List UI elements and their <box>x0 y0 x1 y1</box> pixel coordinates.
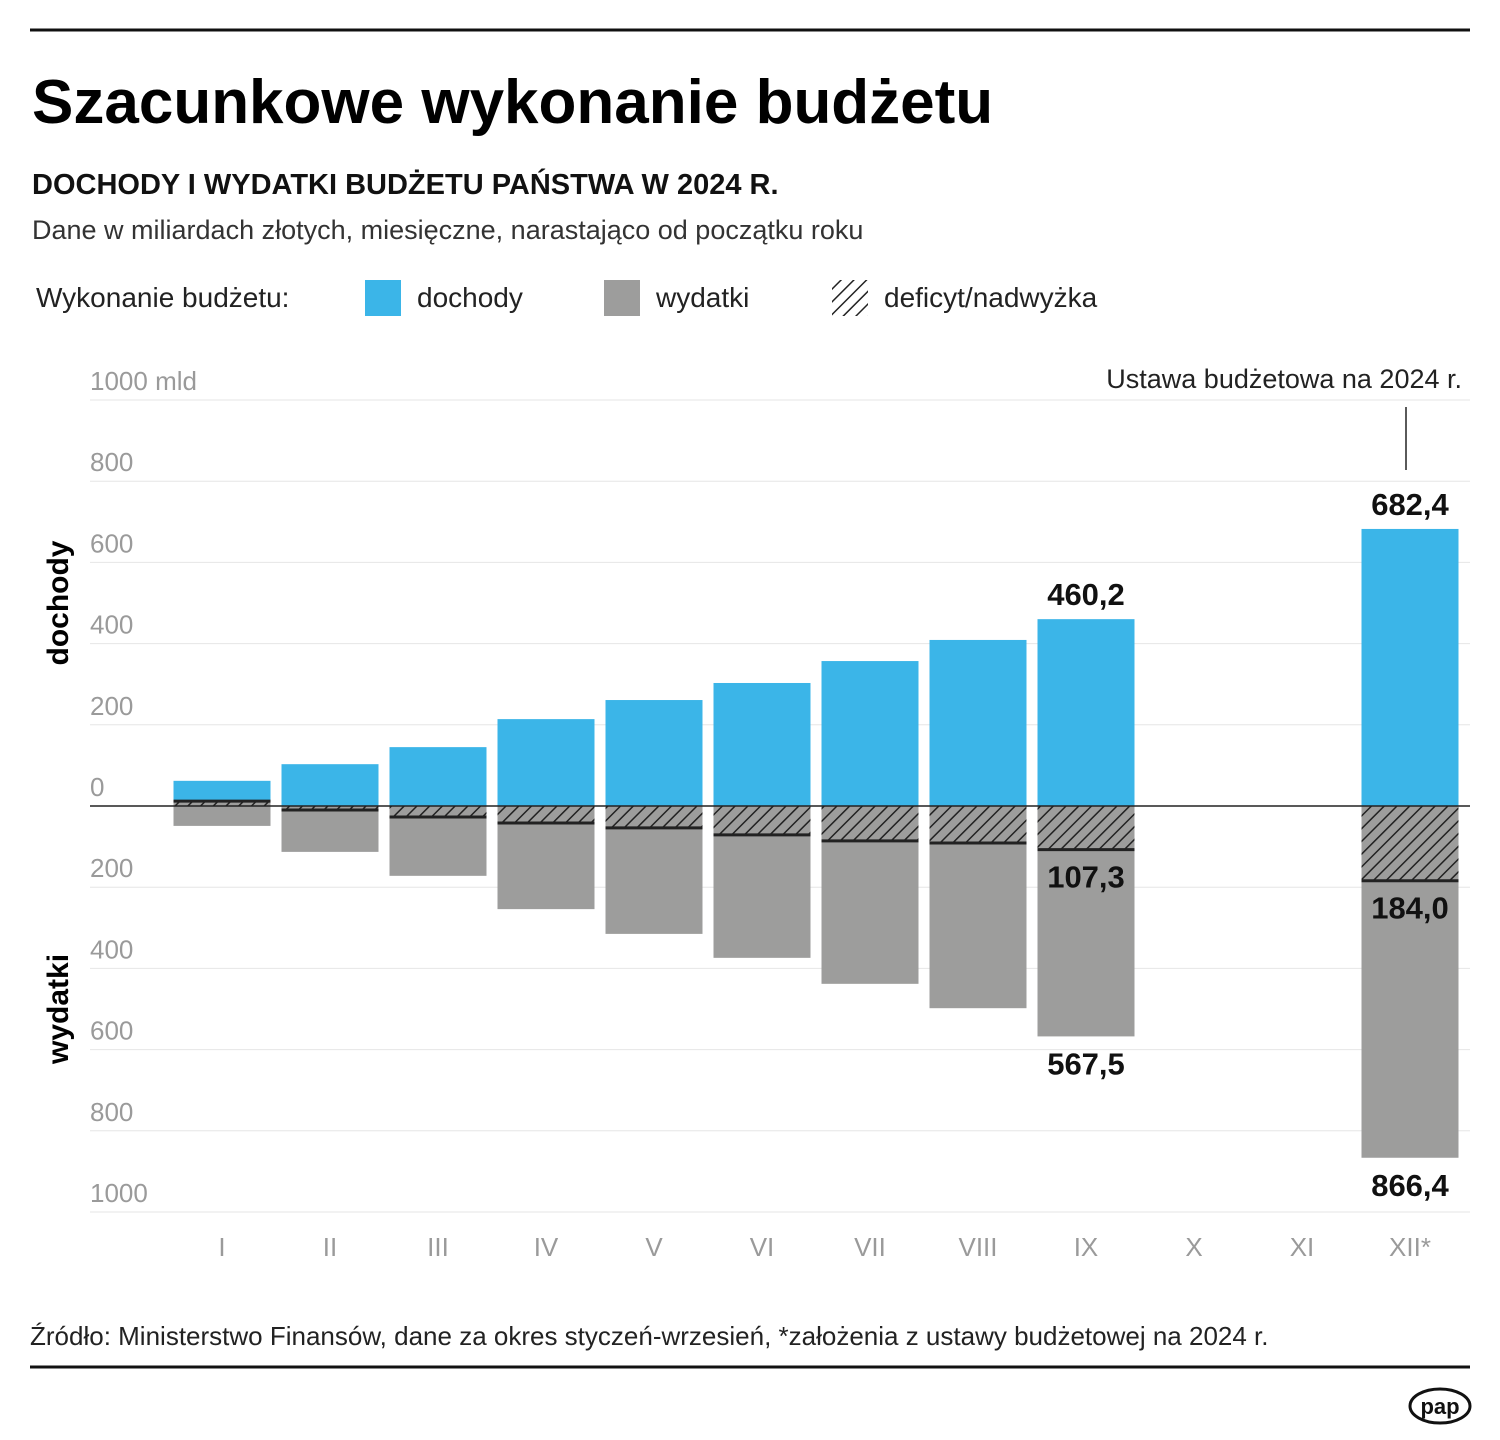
deficit-bar <box>389 806 487 817</box>
deficit-bar <box>497 806 595 824</box>
logo: pap <box>1420 1394 1459 1419</box>
value-label: 866,4 <box>1371 1168 1449 1203</box>
bar <box>713 682 811 806</box>
x-tick-label: IX <box>1074 1232 1099 1262</box>
bar <box>605 700 703 806</box>
bar <box>1037 619 1135 806</box>
y-tick-label: 800 <box>90 1097 133 1127</box>
legend-label: deficyt/nadwyżka <box>884 282 1098 313</box>
deficit-bar <box>1361 806 1459 881</box>
legend-label: dochody <box>417 282 523 313</box>
side-label: dochody <box>42 540 75 665</box>
legend-swatch <box>604 280 640 316</box>
legend-label: wydatki <box>655 282 749 313</box>
value-label: 184,0 <box>1371 891 1449 926</box>
legend-title: Wykonanie budżetu: <box>36 282 289 313</box>
chart-description: Dane w miliardach złotych, miesięczne, n… <box>32 215 863 245</box>
chart-subtitle: DOCHODY I WYDATKI BUDŻETU PAŃSTWA W 2024… <box>32 167 779 201</box>
legend-swatch <box>365 280 401 316</box>
bar <box>389 747 487 806</box>
deficit-bar <box>605 806 703 828</box>
x-tick-label: III <box>427 1232 449 1262</box>
x-tick-label: I <box>218 1232 225 1262</box>
deficit-bar <box>929 806 1027 843</box>
bar <box>173 806 271 826</box>
y-tick-label: 0 <box>90 772 104 802</box>
bar <box>497 719 595 806</box>
plot: 1000 800 600 400 200 0 200 400 600 800 1000 mld doc… <box>42 366 1470 1262</box>
value-label: 682,4 <box>1371 487 1449 522</box>
x-tick-label: X <box>1185 1232 1202 1262</box>
x-tick-label: V <box>645 1232 663 1262</box>
y-tick-label: 400 <box>90 610 133 640</box>
deficit-bar <box>1037 806 1135 850</box>
bar <box>1361 528 1459 806</box>
y-tick-label: 1000 mld <box>90 366 197 396</box>
y-tick-label: 400 <box>90 934 133 964</box>
legend: dochody wydatki deficyt/nadwyżka <box>365 280 1098 316</box>
deficit-bar <box>821 806 919 841</box>
value-label: 107,3 <box>1047 860 1125 895</box>
bar <box>821 661 919 806</box>
deficit-bar <box>173 801 271 806</box>
x-tick-label: II <box>323 1232 337 1262</box>
source: Źródło: Ministerstwo Finansów, dane za o… <box>30 1321 1269 1351</box>
x-tick-label: VI <box>750 1232 775 1262</box>
logo-frame <box>1408 1387 1472 1425</box>
x-tick-label: XII* <box>1389 1232 1431 1262</box>
x-tick-label: VIII <box>958 1232 997 1262</box>
y-tick-label: 1000 <box>90 1178 148 1208</box>
y-tick-label: 600 <box>90 1016 133 1046</box>
value-label: 567,5 <box>1047 1046 1125 1081</box>
y-tick-label: 200 <box>90 691 133 721</box>
y-tick-label: 200 <box>90 853 133 883</box>
x-tick-label: XI <box>1290 1232 1315 1262</box>
y-tick-label: 600 <box>90 528 133 558</box>
value-label: 460,2 <box>1047 577 1125 612</box>
deficit-bar <box>281 806 379 811</box>
bar <box>281 764 379 806</box>
deficit-bar <box>713 806 811 835</box>
annotation: Ustawa budżetowa na 2024 r. <box>1106 364 1462 394</box>
bar <box>281 806 379 852</box>
x-tick-label: IV <box>534 1232 559 1262</box>
legend-swatch <box>832 280 868 316</box>
bar <box>929 639 1027 806</box>
y-tick-label: 800 <box>90 447 133 477</box>
chart-title: Szacunkowe wykonanie budżetu <box>32 68 993 137</box>
x-tick-label: VII <box>854 1232 886 1262</box>
side-label: wydatki <box>42 954 75 1065</box>
